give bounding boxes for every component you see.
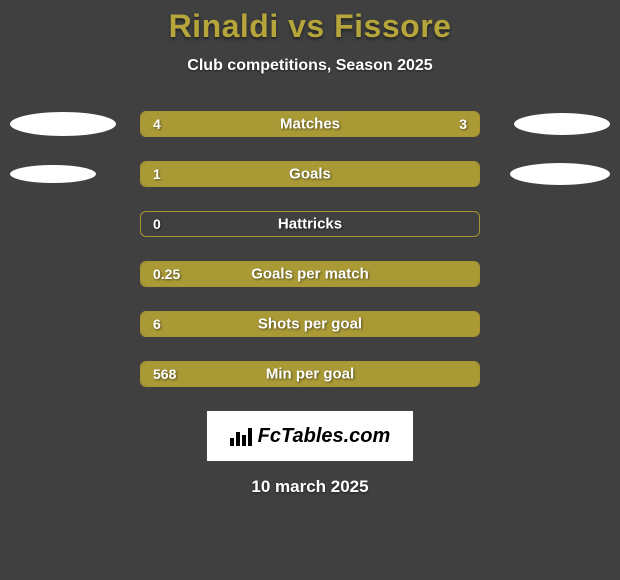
stats-rows: 4 Matches 3 1 Goals 0 Hattricks 0.25 Goals per m… (0, 111, 620, 387)
page-title: Rinaldi vs Fissore (0, 8, 620, 45)
chart-icon (230, 426, 252, 446)
date-label: 10 march 2025 (0, 477, 620, 497)
stat-label: Hattricks (278, 216, 342, 233)
stat-bar: 4 Matches 3 (140, 111, 480, 137)
stats-card: Rinaldi vs Fissore Club competitions, Se… (0, 0, 620, 497)
stat-row: 568 Min per goal (0, 361, 620, 387)
stat-value-left: 4 (153, 116, 161, 132)
stat-label: Matches (280, 116, 340, 133)
stat-value-left: 0 (153, 216, 161, 232)
stat-bar: 6 Shots per goal (140, 311, 480, 337)
player-marker-right (510, 163, 610, 185)
stat-value-left: 6 (153, 316, 161, 332)
stat-value-left: 0.25 (153, 266, 180, 282)
player-marker-left (10, 165, 96, 183)
stat-value-left: 1 (153, 166, 161, 182)
left-slot (10, 165, 140, 183)
stat-label: Goals per match (251, 266, 369, 283)
stat-row: 1 Goals (0, 161, 620, 187)
stat-label: Goals (289, 166, 331, 183)
logo-badge: FcTables.com (207, 411, 413, 461)
stat-row: 4 Matches 3 (0, 111, 620, 137)
right-slot (480, 163, 610, 185)
left-slot (10, 112, 140, 136)
logo-text: FcTables.com (258, 425, 391, 448)
stat-row: 0.25 Goals per match (0, 261, 620, 287)
stat-bar: 0.25 Goals per match (140, 261, 480, 287)
stat-bar: 568 Min per goal (140, 361, 480, 387)
stat-row: 0 Hattricks (0, 211, 620, 237)
stat-value-left: 568 (153, 366, 176, 382)
player-marker-right (514, 113, 610, 135)
right-slot (480, 113, 610, 135)
stat-bar: 0 Hattricks (140, 211, 480, 237)
subtitle: Club competitions, Season 2025 (0, 57, 620, 75)
stat-row: 6 Shots per goal (0, 311, 620, 337)
player-marker-left (10, 112, 116, 136)
stat-bar: 1 Goals (140, 161, 480, 187)
stat-label: Shots per goal (258, 316, 362, 333)
stat-value-right: 3 (459, 116, 467, 132)
stat-label: Min per goal (266, 366, 354, 383)
